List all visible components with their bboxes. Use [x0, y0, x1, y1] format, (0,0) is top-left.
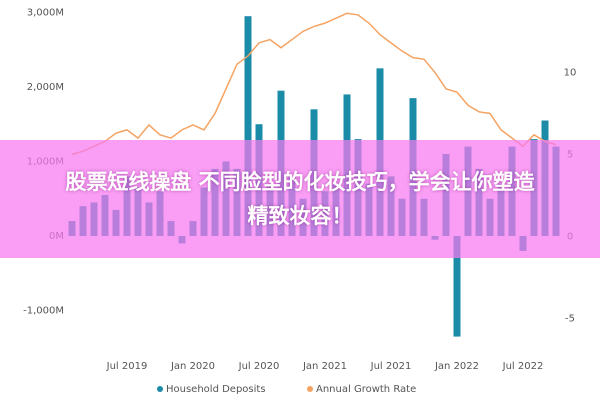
banner-line: 股票短线操盘 不同脸型的化妆技巧，学会让你塑造 — [65, 170, 535, 194]
legend-label: Annual Growth Rate — [316, 384, 416, 395]
legend-label: Household Deposits — [166, 384, 266, 395]
x-tick-label: Jul 2019 — [106, 361, 148, 372]
y-tick-label: -1,000M — [23, 306, 64, 317]
x-tick-label: Jul 2020 — [238, 361, 280, 372]
x-tick-label: Jul 2021 — [370, 361, 412, 372]
legend-marker — [157, 386, 163, 392]
y2-tick-label: -5 — [565, 314, 575, 325]
line — [71, 12, 557, 156]
bar — [244, 16, 252, 236]
x-tick-label: Jul 2022 — [502, 361, 544, 372]
x-tick-label: Jan 2020 — [170, 361, 215, 372]
bar — [453, 235, 461, 337]
y-tick-label: 3,000M — [27, 7, 64, 18]
banner-line: 精致妆容！ — [247, 204, 353, 228]
y-tick-label: 2,000M — [27, 82, 64, 93]
y2-tick-label: 10 — [564, 67, 577, 78]
x-tick-label: Jan 2021 — [302, 361, 347, 372]
banner: 股票短线操盘 不同脸型的化妆技巧，学会让你塑造 精致妆容！ — [0, 140, 600, 258]
legend-marker — [307, 386, 313, 392]
x-tick-label: Jan 2022 — [434, 361, 479, 372]
